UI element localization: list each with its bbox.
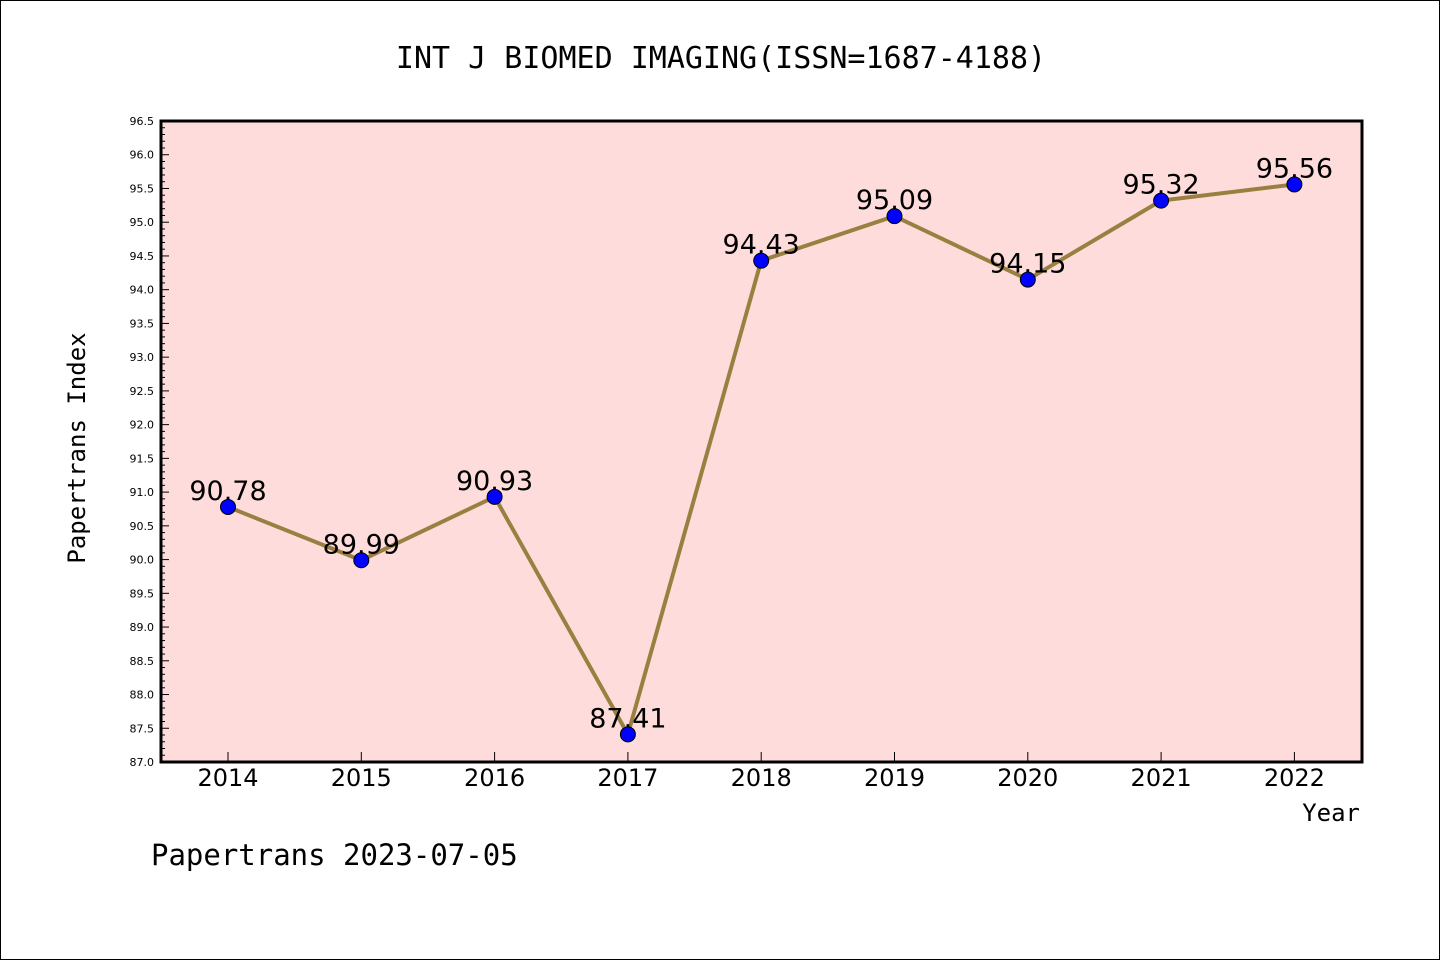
- y-tick-label: 93.0: [130, 351, 155, 364]
- x-tick-label: 2022: [1264, 764, 1325, 792]
- x-tick-label: 2016: [464, 764, 525, 792]
- x-tick-label: 2014: [197, 764, 258, 792]
- footer-credit: Papertrans 2023-07-05: [151, 838, 518, 872]
- y-tick-label: 89.5: [130, 587, 155, 600]
- y-tick-label: 88.5: [130, 655, 155, 668]
- x-tick-label: 2021: [1131, 764, 1192, 792]
- y-tick-label: 87.5: [130, 722, 155, 735]
- y-tick-label: 90.0: [130, 554, 155, 567]
- data-point: [753, 252, 770, 269]
- y-tick-label: 88.0: [130, 689, 155, 702]
- data-label: 90.93: [456, 466, 533, 497]
- y-tick-label: 94.5: [130, 250, 155, 263]
- x-tick-label: 2020: [997, 764, 1058, 792]
- data-label: 89.99: [323, 529, 400, 560]
- data-label: 87.41: [589, 703, 666, 734]
- y-tick-label: 95.0: [130, 216, 155, 229]
- data-label: 95.56: [1256, 153, 1333, 184]
- data-point: [1019, 271, 1036, 288]
- data-label: 95.09: [856, 185, 933, 216]
- y-tick-label: 91.0: [130, 486, 155, 499]
- data-label: 90.78: [189, 476, 266, 507]
- y-tick-label: 89.0: [130, 621, 155, 634]
- x-tick-label: 2018: [731, 764, 792, 792]
- x-axis-label: Year: [1302, 799, 1360, 827]
- data-point: [1286, 176, 1303, 193]
- y-tick-label: 93.5: [130, 317, 155, 330]
- data-point: [1153, 192, 1170, 209]
- x-tick-label: 2019: [864, 764, 925, 792]
- data-label: 94.15: [989, 249, 1066, 280]
- x-axis: 2014 2015 2016 2017 2018 2019 2020 2021 2022: [197, 752, 1325, 792]
- x-tick-label: 2015: [331, 764, 392, 792]
- data-label: 94.43: [723, 230, 800, 261]
- y-tick-label: 91.5: [130, 452, 155, 465]
- y-tick-label: 92.0: [130, 419, 155, 432]
- data-point: [486, 488, 503, 505]
- chart-title: INT J BIOMED IMAGING(ISSN=1687-4188): [396, 41, 1046, 76]
- y-tick-label: 96.5: [130, 115, 155, 128]
- data-label: 95.32: [1122, 170, 1199, 201]
- y-axis: 87.0 87.5 88.0 88.5 89.0 89.5 90.0 90.5 91.0 91.5…: [130, 115, 169, 769]
- y-tick-label: 87.0: [130, 756, 155, 769]
- y-tick-label: 94.0: [130, 284, 155, 297]
- plot-area: [159, 119, 1364, 764]
- y-axis-label: Papertrans Index: [63, 332, 91, 563]
- x-tick-label: 2017: [597, 764, 658, 792]
- y-tick-label: 90.5: [130, 520, 155, 533]
- series: 90.78 89.99 90.93 87.41 94.43 95.09 94.15 95.32…: [189, 153, 1333, 743]
- data-point: [220, 498, 236, 515]
- y-tick-label: 96.0: [130, 149, 155, 162]
- data-point: [353, 552, 370, 569]
- data-point: [619, 726, 636, 743]
- data-point: [886, 208, 903, 225]
- y-tick-label: 95.5: [130, 182, 155, 195]
- y-tick-label: 92.5: [130, 385, 155, 398]
